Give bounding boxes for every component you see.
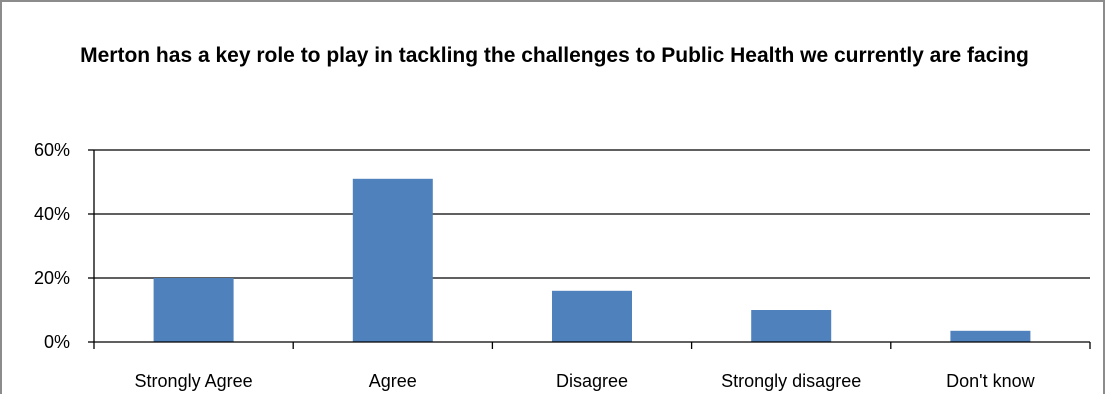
chart-title: Merton has a key role to play in tacklin… <box>80 44 1029 67</box>
x-category-label: Agree <box>369 371 417 391</box>
bars <box>153 178 1031 342</box>
y-tick-label: 0% <box>44 332 70 352</box>
bar <box>950 330 1031 342</box>
y-tick-label: 60% <box>34 140 70 160</box>
axes <box>88 149 1091 349</box>
gridlines <box>94 149 1090 279</box>
x-category-label: Strongly Agree <box>135 371 253 391</box>
y-tick-label: 40% <box>34 204 70 224</box>
x-category-label: Strongly disagree <box>721 371 861 391</box>
tick-labels: 0% 20% 40% 60% Strongly Agree Agree Disagree St… <box>34 140 1036 391</box>
x-category-label: Don't know <box>946 371 1035 391</box>
x-category-label: Disagree <box>556 371 628 391</box>
bar <box>153 278 234 342</box>
y-tick-label: 20% <box>34 268 70 288</box>
bar <box>352 178 433 342</box>
bar <box>552 290 632 342</box>
bar <box>751 310 832 342</box>
